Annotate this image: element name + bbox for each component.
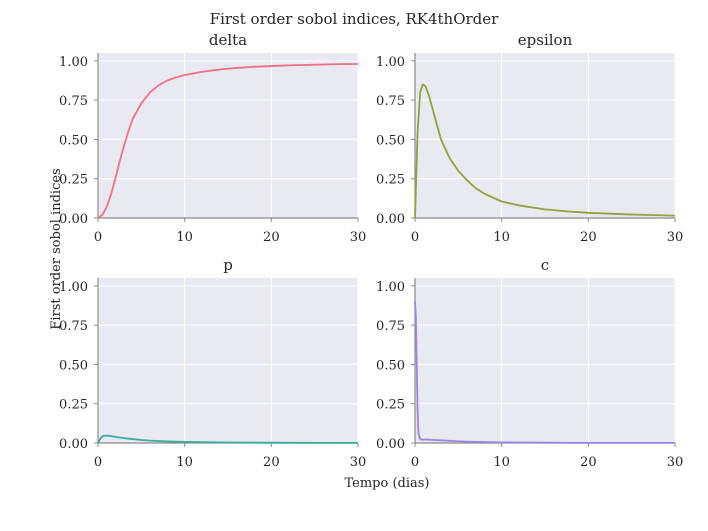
y-tick-label: 1.00 xyxy=(376,280,405,295)
y-tick-label: 0.50 xyxy=(59,133,88,148)
figure-title: First order sobol indices, RK4thOrder xyxy=(210,10,499,28)
y-tick-label: 0.50 xyxy=(59,358,88,373)
y-tick-label: 0.00 xyxy=(376,437,405,452)
series-line-delta xyxy=(97,63,359,219)
y-tick-label: 0.75 xyxy=(376,319,405,334)
y-tick-label: 1.00 xyxy=(59,55,88,70)
subplot-title: epsilon xyxy=(518,31,573,49)
x-tick-label: 0 xyxy=(411,455,419,470)
x-tick-label: 30 xyxy=(667,230,684,245)
plot-area xyxy=(98,278,358,443)
x-tick-label: 30 xyxy=(350,230,367,245)
x-tick-label: 0 xyxy=(94,230,102,245)
y-tick-label: 0.00 xyxy=(59,212,88,227)
y-tick-label: 0.00 xyxy=(59,437,88,452)
x-tick-label: 20 xyxy=(263,455,280,470)
subplot-title: delta xyxy=(209,31,247,49)
y-tick-label: 0.75 xyxy=(59,94,88,109)
x-tick-label: 10 xyxy=(176,230,193,245)
figure-xlabel: Tempo (dias) xyxy=(344,476,429,491)
y-tick-label: 1.00 xyxy=(59,280,88,295)
y-tick-label: 0.50 xyxy=(376,358,405,373)
subplot-title: p xyxy=(223,256,233,274)
subplot-epsilon: 0 10 20 30 0.00 0.25 0.50 0.75 1.00 epsilon xyxy=(376,31,683,245)
plot-area xyxy=(98,53,358,218)
y-tick-label: 0.00 xyxy=(376,212,405,227)
y-tick-label: 0.75 xyxy=(59,319,88,334)
series-line-c xyxy=(414,301,675,444)
series-line-epsilon xyxy=(414,83,676,219)
subplot-title: c xyxy=(541,256,549,274)
y-tick-label: 1.00 xyxy=(376,55,405,70)
y-tick-label: 0.25 xyxy=(59,173,88,188)
y-tick-label: 0.75 xyxy=(376,94,405,109)
plot-area xyxy=(415,278,675,443)
series-line-p xyxy=(97,434,358,444)
subplot-c: 0 10 20 30 0.00 0.25 0.50 0.75 1.00 c xyxy=(376,256,683,470)
x-tick-label: 20 xyxy=(580,230,597,245)
figure-ylabel: First order sobol indices xyxy=(49,168,64,329)
subplot-delta: 0 10 20 30 0.00 0.25 0.50 0.75 1.00 delta xyxy=(59,31,366,245)
x-tick-label: 0 xyxy=(94,455,102,470)
x-tick-label: 30 xyxy=(350,455,367,470)
x-tick-label: 10 xyxy=(493,230,510,245)
y-tick-label: 0.25 xyxy=(376,173,405,188)
x-tick-label: 0 xyxy=(411,230,419,245)
x-tick-label: 10 xyxy=(176,455,193,470)
y-tick-label: 0.25 xyxy=(376,398,405,413)
y-tick-label: 0.50 xyxy=(376,133,405,148)
y-tick-label: 0.25 xyxy=(59,398,88,413)
x-tick-label: 10 xyxy=(493,455,510,470)
x-tick-label: 20 xyxy=(263,230,280,245)
x-tick-label: 20 xyxy=(580,455,597,470)
x-tick-label: 30 xyxy=(667,455,684,470)
subplot-p: 0 10 20 30 0.00 0.25 0.50 0.75 1.00 p xyxy=(59,256,366,470)
plot-area xyxy=(415,53,675,218)
